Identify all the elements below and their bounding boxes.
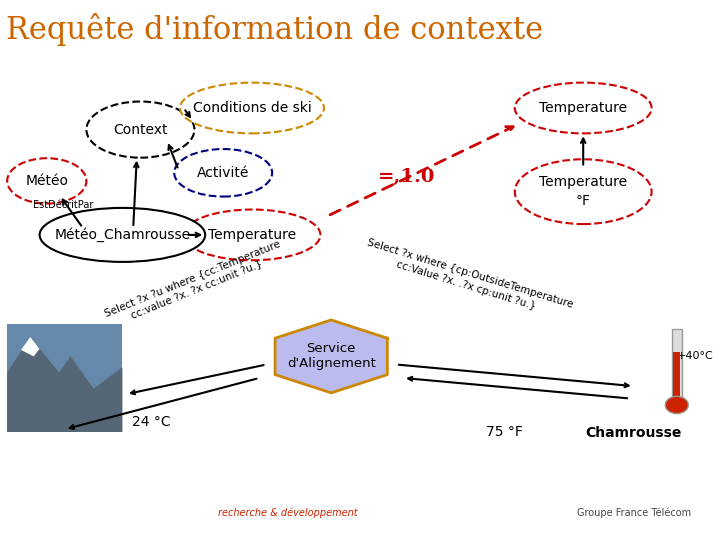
Ellipse shape: [184, 210, 320, 260]
Ellipse shape: [180, 83, 324, 133]
Ellipse shape: [174, 149, 272, 197]
Text: Chamrousse: Chamrousse: [585, 426, 682, 440]
Ellipse shape: [515, 83, 652, 133]
Ellipse shape: [7, 158, 86, 204]
Text: Activité: Activité: [197, 166, 249, 180]
Ellipse shape: [40, 208, 205, 262]
Ellipse shape: [86, 102, 194, 158]
Text: Temperature: Temperature: [539, 101, 627, 115]
Text: Context: Context: [113, 123, 168, 137]
Text: Select ?x where {cp:OutsideTemperature
cc:Value ?x. .?x cp:unit ?u.}: Select ?x where {cp:OutsideTemperature c…: [362, 238, 574, 321]
Bar: [673, 353, 680, 399]
Text: Temperature: Temperature: [208, 228, 296, 242]
Text: Temperature: Temperature: [539, 175, 627, 189]
Circle shape: [665, 396, 688, 414]
Text: recherche & développement: recherche & développement: [218, 508, 358, 518]
Text: Service
d'Alignement: Service d'Alignement: [287, 342, 376, 370]
Text: Météo: Météo: [25, 174, 68, 188]
Text: Météo_Chamrousse: Météo_Chamrousse: [54, 227, 191, 242]
Text: 24 °C: 24 °C: [132, 415, 171, 429]
Polygon shape: [21, 337, 40, 356]
Text: Requête d'information de contexte: Requête d'information de contexte: [6, 14, 543, 46]
Text: Groupe France Télécom: Groupe France Télécom: [577, 508, 690, 518]
Text: EstDécritPar: EstDécritPar: [33, 200, 94, 210]
Text: Conditions de ski: Conditions de ski: [193, 101, 311, 115]
Text: °F: °F: [576, 194, 590, 208]
Text: Select ?x ?u where {cc:Temperature
cc:value ?x. ?x cc:unit ?u.}: Select ?x ?u where {cc:Temperature cc:va…: [103, 239, 286, 329]
Text: =,1.0: =,1.0: [378, 168, 436, 186]
Polygon shape: [275, 320, 387, 393]
Text: +40°C: +40°C: [677, 352, 714, 361]
Bar: [672, 329, 682, 400]
Bar: [7, 324, 122, 432]
Polygon shape: [7, 337, 122, 432]
Ellipse shape: [515, 159, 652, 224]
Text: 75 °F: 75 °F: [485, 425, 523, 439]
